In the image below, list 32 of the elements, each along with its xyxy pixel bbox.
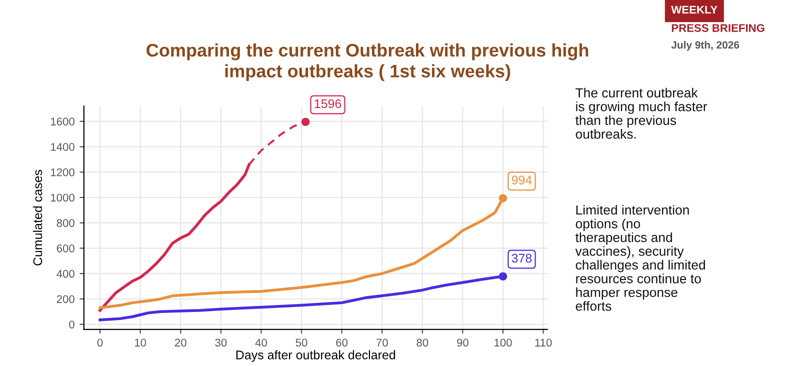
y-tick-label: 200: [56, 295, 74, 304]
y-tick-label: 1000: [51, 194, 74, 202]
x-tick-label: 20: [174, 338, 186, 347]
x-axis-title: Days after outbreak declared: [236, 350, 396, 362]
data-label: 1596: [314, 99, 342, 108]
x-tick-label: 90: [457, 338, 468, 347]
y-tick-label: 0: [69, 320, 74, 328]
x-tick-label: 100: [494, 338, 512, 347]
x-tick-label: 70: [376, 338, 388, 347]
data-label: 994: [512, 176, 532, 184]
text: July 9th, 2026: [671, 40, 740, 51]
y-tick-label: 1400: [51, 143, 74, 151]
text: The current outbreak is growing much faster than the previous outbreaks.: [575, 88, 708, 139]
x-tick-label: 110: [535, 338, 552, 347]
text: WEEKLY: [671, 6, 718, 14]
x-tick-label: 40: [255, 338, 267, 347]
y-axis-title: Cumulated cases: [32, 170, 42, 266]
y-tick-label: 400: [56, 270, 74, 278]
x-tick-label: 30: [215, 338, 227, 347]
y-tick-label: 600: [56, 244, 74, 252]
y-tick-label: 1600: [51, 118, 74, 126]
text: Limited intervention options (no therapeutics and vaccines), security challenges and limited resources continue to hamper response efforts: [575, 204, 705, 311]
x-tick-label: 50: [296, 338, 308, 347]
x-tick-label: 10: [134, 338, 146, 347]
data-label: 378: [512, 254, 532, 263]
x-tick-label: 0: [97, 338, 103, 347]
x-tick-label: 60: [336, 338, 348, 347]
chart-title: Comparing the current Outbreak with previous high impact outbreaks ( 1st six weeks): [146, 43, 588, 82]
x-tick-label: 80: [416, 338, 428, 347]
y-tick-label: 800: [56, 219, 74, 227]
y-tick-label: 1200: [51, 168, 74, 176]
text: PRESS BRIEFING: [672, 24, 764, 32]
